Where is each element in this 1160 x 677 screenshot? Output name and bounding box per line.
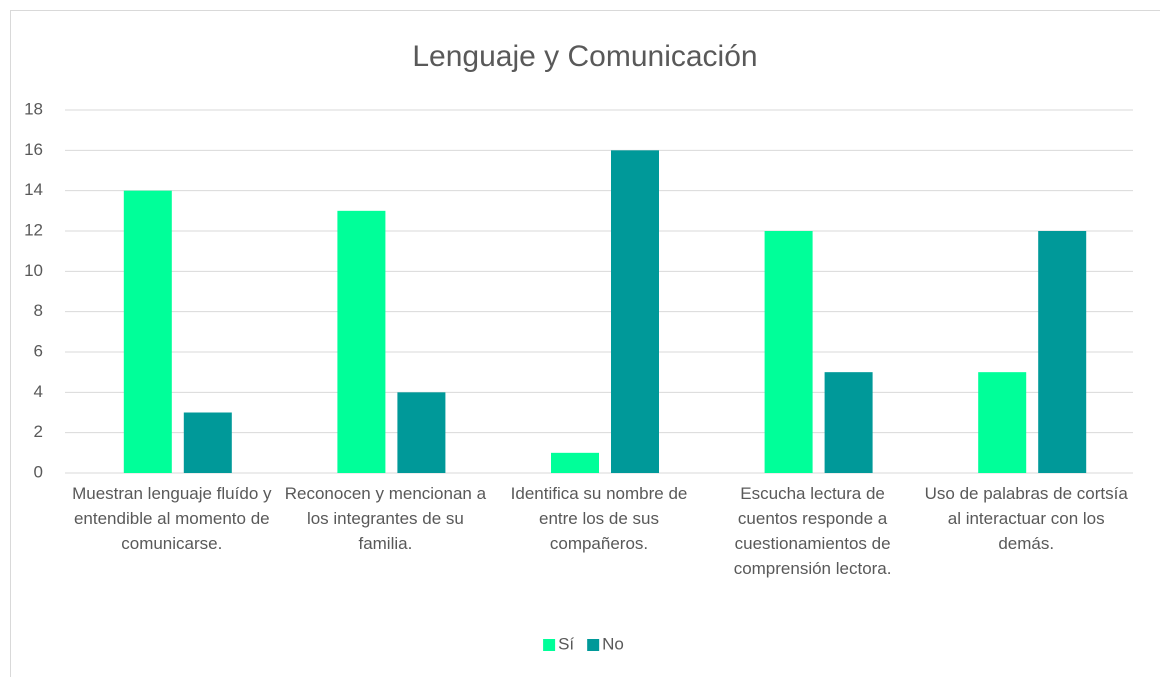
y-tick-label: 12 <box>24 220 43 239</box>
chart-title: Lenguaje y Comunicación <box>412 40 757 73</box>
y-tick-label: 2 <box>34 422 43 441</box>
bar <box>123 190 172 473</box>
x-tick-label: Reconocen y mencionan a los integrantes d… <box>285 484 487 553</box>
legend-label: Sí <box>558 634 574 653</box>
bar <box>1038 231 1087 473</box>
y-tick-label: 6 <box>34 341 43 360</box>
legend-label: No <box>602 634 624 653</box>
bar <box>764 231 813 473</box>
y-tick-label: 8 <box>34 301 43 320</box>
bar <box>611 150 659 474</box>
y-tick-label: 14 <box>24 180 43 199</box>
y-tick-label: 0 <box>34 462 43 481</box>
bar <box>551 452 599 473</box>
bar <box>978 372 1027 473</box>
legend-swatch <box>587 639 600 651</box>
y-tick-label: 4 <box>34 382 43 401</box>
x-tick-label: Escucha lectura de cuentos responde a cues… <box>734 484 892 578</box>
bar <box>824 372 873 473</box>
bar <box>337 210 386 474</box>
y-tick-label: 18 <box>24 99 43 118</box>
y-tick-label: 10 <box>24 261 43 280</box>
bar <box>397 392 446 473</box>
x-tick-label: Identifica su nombre de entre los de sus c… <box>511 484 688 553</box>
chart-border <box>10 10 1160 677</box>
x-tick-label: Muestran lenguaje fluído y entendible al … <box>72 484 272 553</box>
bar <box>183 412 232 473</box>
y-tick-label: 16 <box>24 140 43 159</box>
x-tick-label: Uso de palabras de cortsía al interactuar… <box>925 484 1129 553</box>
legend-swatch <box>543 639 556 651</box>
